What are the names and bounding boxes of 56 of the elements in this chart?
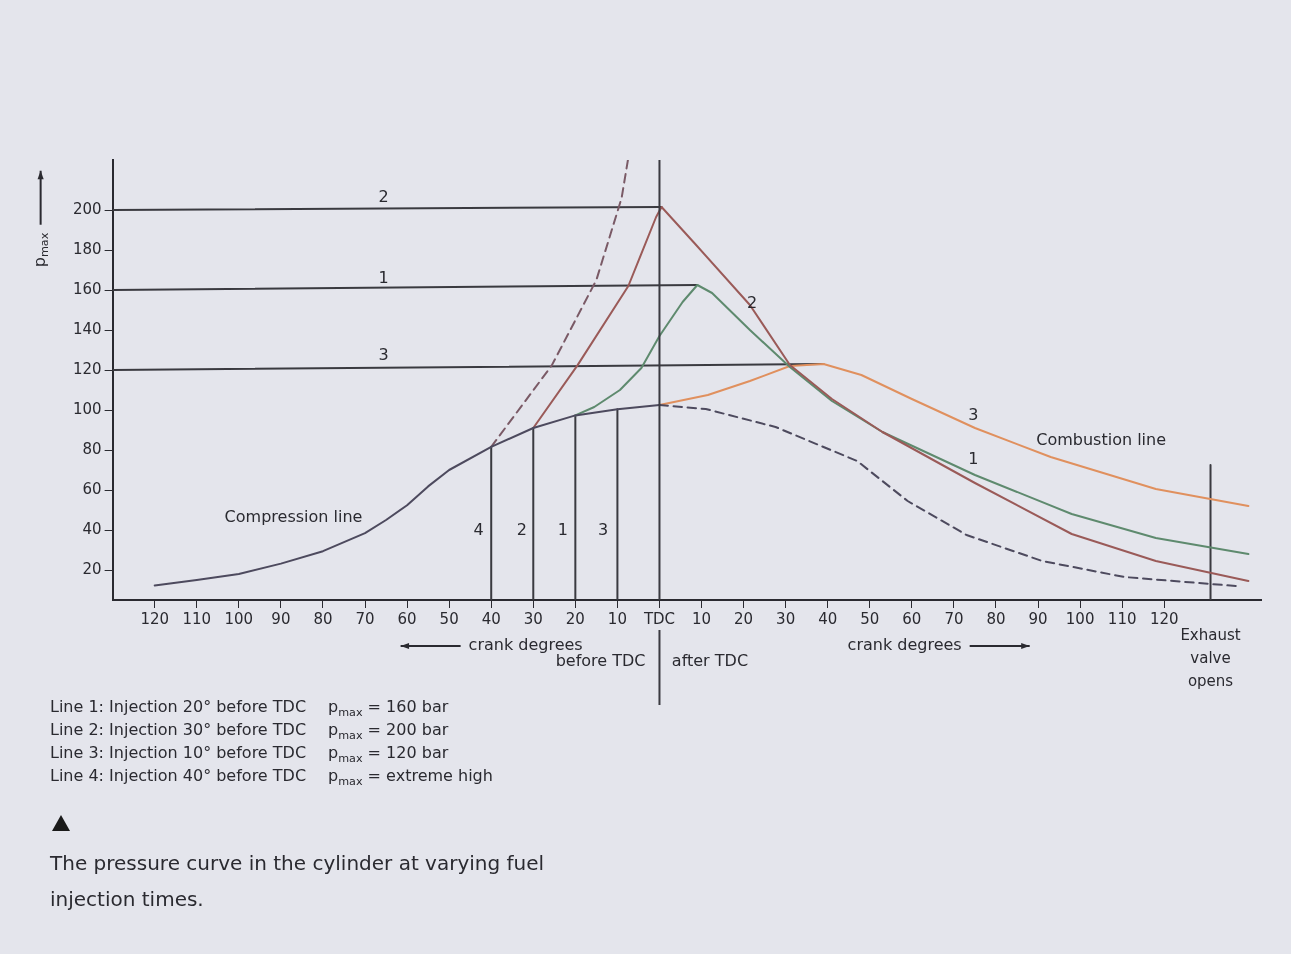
y-tick-label: 200 bbox=[72, 199, 102, 218]
x-tick-label: 110 bbox=[182, 609, 212, 628]
annotation: 2 bbox=[378, 187, 389, 207]
annotation: 2 bbox=[746, 293, 758, 313]
text: after TDC bbox=[671, 651, 749, 671]
y-tick-label: 20 bbox=[82, 559, 102, 578]
y-tick-label: 60 bbox=[82, 479, 102, 498]
x-tick-label: 50 bbox=[439, 609, 459, 628]
annotation: 1 bbox=[378, 268, 389, 288]
x-tick-label: 20 bbox=[734, 609, 754, 628]
x-tick-label: 10 bbox=[607, 609, 627, 628]
text: Line 4: Injection 40° before TDC bbox=[50, 766, 307, 786]
annotation: 1 bbox=[557, 520, 568, 540]
annotation: Compression line bbox=[224, 507, 363, 527]
x-tick-label: 110 bbox=[1107, 609, 1137, 628]
x-tick-label: 30 bbox=[523, 609, 543, 628]
text: Line 3: Injection 10° before TDC bbox=[50, 743, 307, 763]
text: Exhaust valve opens bbox=[1180, 625, 1241, 690]
x-tick-label: 60 bbox=[902, 609, 922, 628]
x-tick-label: 20 bbox=[565, 609, 585, 628]
text: The pressure curve in the cylinder at varying fuel injection times. bbox=[49, 851, 545, 912]
text: Line 2: Injection 30° before TDC bbox=[50, 720, 307, 740]
annotation: 4 bbox=[473, 520, 484, 540]
annotation: 2 bbox=[516, 520, 528, 540]
x-tick-label: 100 bbox=[224, 609, 254, 628]
annotation: 3 bbox=[598, 520, 609, 540]
y-tick-label: 160 bbox=[72, 279, 102, 298]
y-tick-label: 140 bbox=[72, 319, 102, 338]
x-tick-label: 100 bbox=[1065, 609, 1095, 628]
x-tick-label: 40 bbox=[818, 609, 838, 628]
x-tick-label: 80 bbox=[313, 609, 333, 628]
y-tick-label: 180 bbox=[72, 239, 102, 258]
x-tick-label: 40 bbox=[481, 609, 501, 628]
x-tick-label: 120 bbox=[1149, 609, 1179, 628]
annotation: 1 bbox=[968, 449, 979, 469]
y-axis-title: pmax bbox=[29, 232, 52, 268]
y-tick-label: 80 bbox=[82, 439, 102, 458]
x-tick-label: TDC bbox=[642, 609, 676, 628]
y-tick-label: 120 bbox=[72, 359, 102, 378]
x-tick-label: 90 bbox=[1028, 609, 1048, 628]
x-tick-label: 70 bbox=[944, 609, 964, 628]
text: crank degrees bbox=[847, 635, 962, 655]
annotation: 3 bbox=[968, 405, 979, 425]
annotation: Combustion line bbox=[1036, 430, 1167, 450]
x-tick-label: 120 bbox=[140, 609, 170, 628]
text: Line 1: Injection 20° before TDC bbox=[50, 697, 307, 717]
annotation: 3 bbox=[378, 345, 389, 365]
x-tick-label: 70 bbox=[355, 609, 375, 628]
y-tick-label: 100 bbox=[72, 399, 102, 418]
x-tick-label: 50 bbox=[860, 609, 880, 628]
x-tick-label: 60 bbox=[397, 609, 417, 628]
x-tick-label: 10 bbox=[691, 609, 712, 628]
y-tick-label: 40 bbox=[82, 519, 102, 538]
x-tick-label: 80 bbox=[986, 609, 1006, 628]
x-tick-label: 90 bbox=[271, 609, 291, 628]
x-tick-label: 30 bbox=[776, 609, 796, 628]
